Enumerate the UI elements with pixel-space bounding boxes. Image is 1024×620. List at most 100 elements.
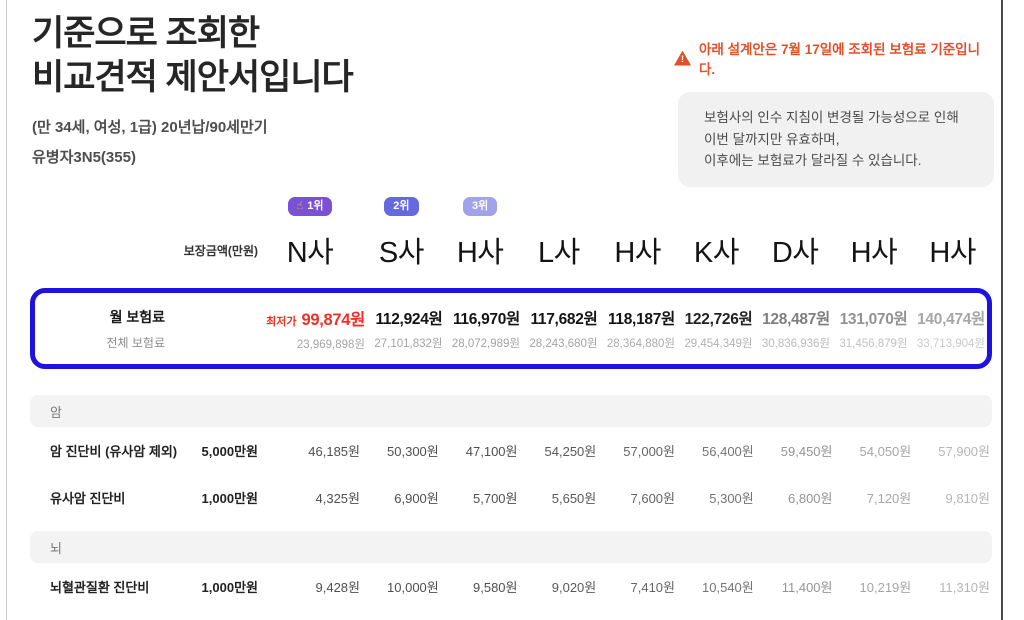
coverage-value: 9,428원 — [315, 580, 361, 595]
table-header-row: 보장금액(만원) N사 S사 H사 L사 H사 K사 D사 H사 H사 — [30, 226, 992, 274]
coverage-amount-header: 보장금액(만원) — [183, 243, 258, 258]
rank-1-badge: ☝ 1위 — [287, 196, 333, 216]
coverage-value: 10,000원 — [387, 580, 439, 595]
rank-2-label: 2위 — [393, 199, 410, 212]
premium-cell: 122,726원 29,454,349원 — [677, 307, 755, 351]
monthly-premium-value: 117,682원 — [530, 311, 598, 328]
rank-1-label: 1위 — [307, 199, 324, 212]
coverage-value: 50,300원 — [387, 444, 439, 459]
premium-cell: 131,070원 31,456,879원 — [832, 307, 910, 351]
premium-row: 월 보험료 전체 보험료 최저가 99,874원 23,969,898원 112… — [35, 306, 987, 352]
total-premium-value: 27,101,832원 — [374, 338, 443, 350]
coverage-value: 57,000원 — [623, 444, 675, 459]
notice-box: 보험사의 인수 지침이 변경될 가능성으로 인해 이번 달까지만 유효하며, 이… — [678, 92, 994, 187]
coverage-value: 10,540원 — [702, 580, 754, 595]
coverage-value: 54,050원 — [859, 444, 912, 459]
page-title-line2: 비교견적 제안서입니다 — [32, 58, 354, 98]
notice-box-line3: 이후에는 보험료가 달라질 수 있습니다. — [704, 153, 922, 169]
company-column-header: N사 — [286, 237, 334, 269]
coverage-label: 암 진단비 (유사암 제외) — [50, 444, 178, 459]
company-column-header: H사 — [456, 237, 504, 269]
coverage-amount: 1,000만원 — [201, 580, 258, 595]
monthly-premium-value: 128,487원 — [762, 311, 830, 328]
premium-cell: 117,682원 28,243,680원 — [522, 307, 600, 351]
page-left-border — [6, 0, 7, 620]
total-premium-label: 전체 보험료 — [106, 336, 165, 350]
total-premium-value: 28,364,880원 — [606, 338, 675, 350]
monthly-premium-value: 112,924원 — [375, 311, 443, 328]
monthly-premium-value: 118,187원 — [607, 311, 675, 328]
rank-2-badge: 2위 — [384, 196, 419, 216]
comparison-table: ☝ 1위 2위 3위 보장금액(만원) N사 S사 H사 L사 — [30, 194, 992, 610]
coverage-value: 6,800원 — [788, 491, 833, 506]
warning-line: ! 아래 설계안은 7월 17일에 조회된 보험료 기준입니다. — [674, 38, 994, 78]
thumbs-up-icon: ☝ — [296, 199, 304, 212]
monthly-premium-label: 월 보험료 — [109, 309, 165, 325]
coverage-value: 5,650원 — [551, 491, 597, 506]
section-bar-cancer: 암 — [30, 395, 992, 427]
coverage-value: 7,120원 — [866, 491, 912, 506]
coverage-label: 뇌혈관질환 진단비 — [50, 580, 150, 595]
company-column-header: H사 — [929, 237, 976, 269]
page-title-line1: 기준으로 조회한 — [32, 14, 260, 53]
premium-cell: 116,970원 28,072,989원 — [445, 307, 523, 351]
monthly-premium-value: 131,070원 — [839, 311, 908, 328]
monthly-premium-value: 99,874원 — [301, 311, 365, 329]
section-bar-brain: 뇌 — [30, 531, 992, 563]
coverage-value: 5,300원 — [709, 491, 754, 506]
coverage-value: 11,400원 — [781, 580, 833, 595]
coverage-row-cancer-diagnosis: 암 진단비 (유사암 제외) 5,000만원 46,185원 50,300원 4… — [30, 427, 992, 474]
coverage-value: 10,219원 — [859, 580, 912, 595]
company-column-header: H사 — [614, 237, 661, 269]
coverage-value: 9,810원 — [945, 491, 991, 506]
coverage-value: 46,185원 — [308, 444, 360, 459]
coverage-row-cerebrovascular: 뇌혈관질환 진단비 1,000만원 9,428원 10,000원 9,580원 … — [30, 563, 992, 610]
company-column-header: D사 — [771, 237, 819, 269]
premium-row-label: 월 보험료 전체 보험료 — [35, 307, 185, 351]
total-premium-value: 33,713,904원 — [916, 338, 985, 350]
company-column-header: K사 — [693, 237, 740, 269]
total-premium-value: 23,969,898원 — [296, 339, 365, 351]
total-premium-value: 29,454,349원 — [684, 338, 753, 350]
monthly-premium-value: 116,970원 — [452, 311, 520, 328]
total-premium-value: 28,243,680원 — [529, 338, 598, 350]
coverage-value: 9,580원 — [473, 580, 518, 595]
coverage-value: 11,310원 — [939, 580, 990, 595]
warning-triangle-icon: ! — [674, 50, 691, 66]
notice-box-line2: 이번 달까지만 유효하며, — [704, 131, 840, 147]
page-right-border — [1001, 0, 1003, 620]
premium-highlight-box: 월 보험료 전체 보험료 최저가 99,874원 23,969,898원 112… — [30, 288, 992, 369]
monthly-premium-value: 140,474원 — [917, 311, 985, 328]
page-header: 기준으로 조회한 비교견적 제안서입니다 (만 34세, 여성, 1급) 20년… — [32, 12, 662, 167]
coverage-value: 4,325원 — [315, 491, 361, 506]
premium-cell: 112,924원 27,101,832원 — [367, 307, 445, 351]
rank-3-badge: 3위 — [463, 196, 498, 216]
premium-cell: 118,187원 28,364,880원 — [600, 307, 678, 351]
page-title: 기준으로 조회한 비교견적 제안서입니다 — [32, 12, 662, 100]
total-premium-value: 31,456,879원 — [839, 338, 908, 350]
total-premium-value: 30,836,936원 — [761, 338, 830, 350]
coverage-value: 47,100원 — [465, 444, 518, 459]
coverage-value: 59,450원 — [780, 444, 833, 459]
coverage-value: 5,700원 — [473, 491, 518, 506]
company-column-header: H사 — [850, 237, 898, 269]
coverage-row-similar-cancer: 유사암 진단비 1,000만원 4,325원 6,900원 5,700원 5,6… — [30, 474, 992, 521]
total-premium-value: 28,072,989원 — [451, 338, 520, 350]
notice-panel: ! 아래 설계안은 7월 17일에 조회된 보험료 기준입니다. 보험사의 인수… — [674, 38, 994, 187]
section-name: 뇌 — [50, 540, 62, 556]
rank-3-label: 3위 — [472, 199, 489, 212]
coverage-label: 유사암 진단비 — [50, 491, 126, 506]
premium-cell: 128,487원 30,836,936원 — [755, 307, 833, 351]
premium-cell: 최저가 99,874원 23,969,898원 — [263, 306, 367, 352]
rank-badge-row: ☝ 1위 2위 3위 — [30, 194, 992, 218]
coverage-value: 54,250원 — [544, 444, 597, 459]
monthly-premium-value: 122,726원 — [684, 311, 753, 328]
insured-type: 유병자3N5(355) — [32, 149, 136, 167]
coverage-value: 57,900원 — [938, 444, 990, 459]
company-column-header: L사 — [537, 237, 580, 269]
coverage-amount: 5,000만원 — [201, 444, 258, 459]
lowest-price-tag: 최저가 — [266, 316, 297, 328]
coverage-value: 7,600원 — [630, 491, 676, 506]
insured-conditions: (만 34세, 여성, 1급) 20년납/90세만기 — [32, 119, 268, 137]
